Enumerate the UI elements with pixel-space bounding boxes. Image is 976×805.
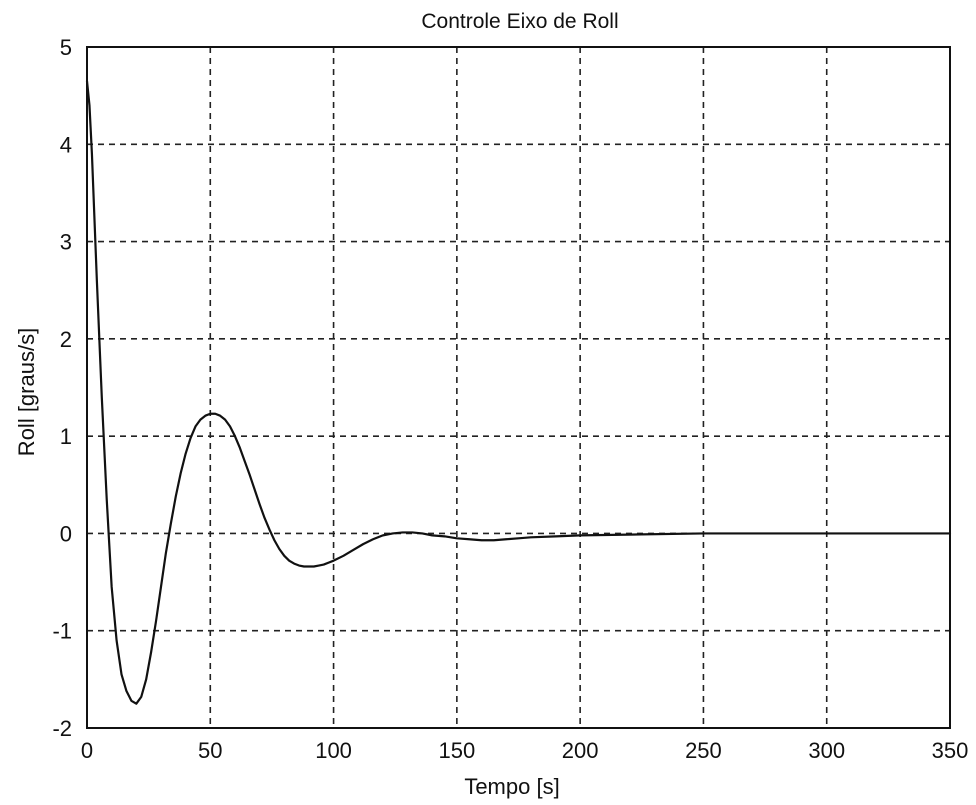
y-tick-label: -2: [52, 716, 72, 741]
x-tick-label: 250: [685, 738, 722, 763]
x-axis-label: Tempo [s]: [464, 774, 559, 799]
y-tick-label: 1: [60, 424, 72, 449]
x-tick-labels: 0 50 100 150 200 250 300 350: [81, 738, 968, 763]
plot-frame: [86, 46, 951, 729]
grid-layer: [87, 47, 950, 728]
y-tick-labels: -2 -1 0 1 2 3 4 5: [52, 35, 72, 741]
series-line: [85, 79, 952, 705]
y-tick-label: -1: [52, 619, 72, 644]
y-tick-label: 2: [60, 327, 72, 352]
y-tick-label: 3: [60, 230, 72, 255]
x-tick-label: 0: [81, 738, 93, 763]
y-axis-label: Roll [graus/s]: [14, 328, 39, 456]
x-tick-label: 100: [315, 738, 352, 763]
x-tick-label: 50: [198, 738, 222, 763]
x-tick-label: 300: [808, 738, 845, 763]
x-tick-label: 200: [562, 738, 599, 763]
y-tick-label: 0: [60, 521, 72, 546]
x-tick-label: 350: [932, 738, 969, 763]
chart-title: Controle Eixo de Roll: [421, 10, 618, 33]
y-tick-label: 4: [60, 132, 72, 157]
x-tick-label: 150: [438, 738, 475, 763]
y-tick-label: 5: [60, 35, 72, 60]
